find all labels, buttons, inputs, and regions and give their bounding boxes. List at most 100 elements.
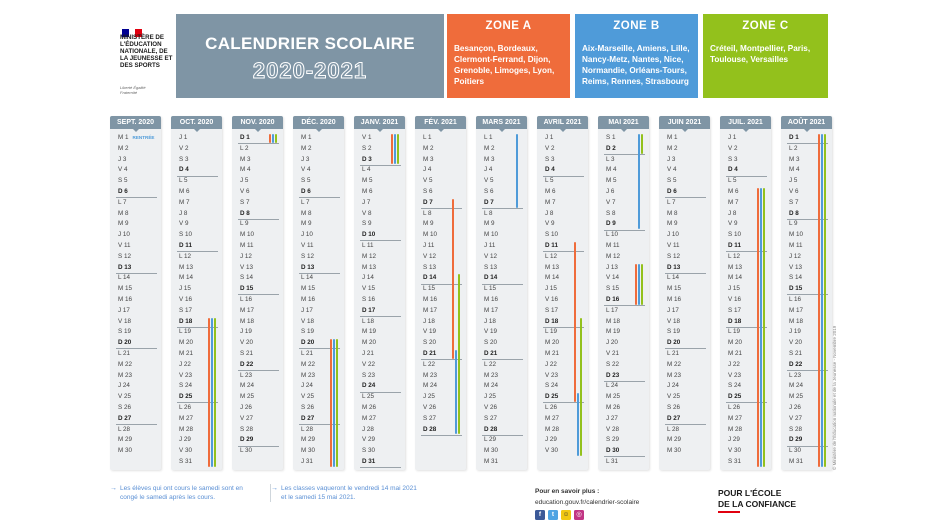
holiday-bar-zone-b bbox=[272, 134, 275, 143]
day-row: L 7 bbox=[301, 198, 310, 206]
day-row: D 4 bbox=[537, 165, 588, 176]
instagram-icon[interactable]: ◎ bbox=[574, 510, 584, 520]
day-row: M 12 bbox=[362, 252, 376, 260]
day-row: M 16 bbox=[484, 295, 498, 303]
day-row: M 25 bbox=[789, 393, 803, 401]
day-row: L 23 bbox=[789, 371, 802, 379]
day-row: D 15 bbox=[232, 284, 283, 295]
zone-a-panel: ZONE A Besançon, Bordeaux, Clermont-Ferr… bbox=[447, 14, 570, 98]
day-row: M 8 bbox=[118, 209, 129, 217]
day-row: L 15 bbox=[484, 285, 497, 293]
day-row: J 1 bbox=[728, 134, 737, 141]
day-row: D 31 bbox=[354, 457, 405, 468]
day-row: D 20 bbox=[110, 338, 161, 349]
day-row: V 7 bbox=[606, 198, 616, 206]
day-row: M 3 bbox=[484, 155, 495, 163]
day-row: S 29 bbox=[606, 436, 619, 444]
day-row: M 5 bbox=[606, 177, 617, 185]
twitter-icon[interactable]: t bbox=[548, 510, 558, 520]
day-row: D 4 bbox=[720, 165, 771, 176]
day-row: J 31 bbox=[301, 457, 313, 465]
day-row: L 21 bbox=[301, 349, 314, 357]
more-info-link[interactable]: education.gouv.fr/calendrier-scolaire bbox=[535, 499, 640, 506]
day-row: M 13 bbox=[545, 263, 559, 271]
day-row: M 19 bbox=[606, 328, 620, 336]
day-row: L 18 bbox=[362, 317, 375, 325]
day-row: L 29 bbox=[484, 436, 497, 444]
day-row: M 19 bbox=[362, 328, 376, 336]
day-row: M 7 bbox=[545, 198, 556, 206]
day-row: J 3 bbox=[667, 155, 676, 163]
day-row: S 19 bbox=[118, 328, 131, 336]
holiday-bar-zone-b bbox=[211, 317, 214, 467]
month-header: NOV. 2020 bbox=[232, 116, 283, 129]
day-row: M 25 bbox=[240, 393, 254, 401]
day-row: V 25 bbox=[118, 393, 131, 401]
bridge-day-note: Les classes vaqueront le vendredi 14 mai… bbox=[270, 484, 420, 502]
day-row: J 28 bbox=[362, 425, 374, 433]
day-row: S 22 bbox=[606, 360, 619, 368]
day-row: M 18 bbox=[789, 317, 803, 325]
day-row: D 27 bbox=[110, 414, 161, 425]
day-row: V 15 bbox=[362, 285, 375, 293]
day-row: J 5 bbox=[789, 177, 798, 185]
month-header: SEPT. 2020 bbox=[110, 116, 161, 129]
day-row: S 16 bbox=[362, 295, 375, 303]
day-row: J 25 bbox=[484, 393, 496, 401]
day-row: D 6 bbox=[293, 187, 344, 198]
day-row: M 2 bbox=[118, 144, 129, 152]
day-row: M 26 bbox=[606, 403, 620, 411]
day-row: M 13 bbox=[179, 263, 193, 271]
day-row: M 6 bbox=[545, 187, 556, 195]
facebook-icon[interactable]: f bbox=[535, 510, 545, 520]
day-row: D 29 bbox=[781, 435, 832, 446]
day-row: S 7 bbox=[240, 198, 250, 206]
day-row: D 11 bbox=[537, 241, 588, 252]
day-row: M 9 bbox=[667, 220, 678, 228]
holiday-bar-zone-c bbox=[458, 274, 461, 435]
holiday-bar-zone-a bbox=[269, 134, 272, 143]
day-row: V 6 bbox=[789, 187, 799, 195]
zone-b-label: ZONE B bbox=[575, 14, 698, 38]
day-row: S 26 bbox=[667, 403, 680, 411]
day-row: J 10 bbox=[301, 231, 313, 239]
more-info-label: Pour en savoir plus : bbox=[535, 488, 600, 495]
month-header: OCT. 2020 bbox=[171, 116, 222, 129]
day-row: V 1 bbox=[362, 134, 372, 141]
day-row: S 13 bbox=[484, 263, 497, 271]
zone-c-cities: Créteil, Montpellier, Paris, Toulouse, V… bbox=[703, 38, 828, 98]
day-row: S 6 bbox=[484, 187, 494, 195]
holiday-bar-zone-a bbox=[208, 317, 211, 467]
day-row: V 2 bbox=[179, 144, 189, 152]
day-row: S 15 bbox=[606, 285, 619, 293]
holiday-bar-zone-a bbox=[574, 242, 577, 402]
day-row: L 26 bbox=[179, 403, 192, 411]
day-row: J 22 bbox=[179, 360, 191, 368]
day-row: M 3 bbox=[789, 155, 800, 163]
day-row: S 7 bbox=[789, 198, 799, 206]
day-row: J 19 bbox=[789, 328, 801, 336]
rentree-label: RENTRÉE bbox=[132, 135, 155, 140]
day-row: D 13 bbox=[293, 263, 344, 274]
day-row: M 24 bbox=[789, 382, 803, 390]
day-row: D 20 bbox=[293, 338, 344, 349]
day-row: M 10 bbox=[240, 231, 254, 239]
day-row: V 5 bbox=[484, 177, 494, 185]
day-row: M 3 bbox=[423, 155, 434, 163]
day-row: V 25 bbox=[301, 393, 314, 401]
snapchat-icon[interactable]: ☺ bbox=[561, 510, 571, 520]
day-row: J 8 bbox=[728, 209, 737, 217]
day-row: L 1 bbox=[423, 134, 432, 141]
day-row: V 18 bbox=[301, 317, 314, 325]
day-row: M 30 bbox=[484, 447, 498, 455]
day-row: L 31 bbox=[606, 457, 619, 465]
day-row: S 10 bbox=[545, 231, 558, 239]
day-row: M 8 bbox=[301, 209, 312, 217]
